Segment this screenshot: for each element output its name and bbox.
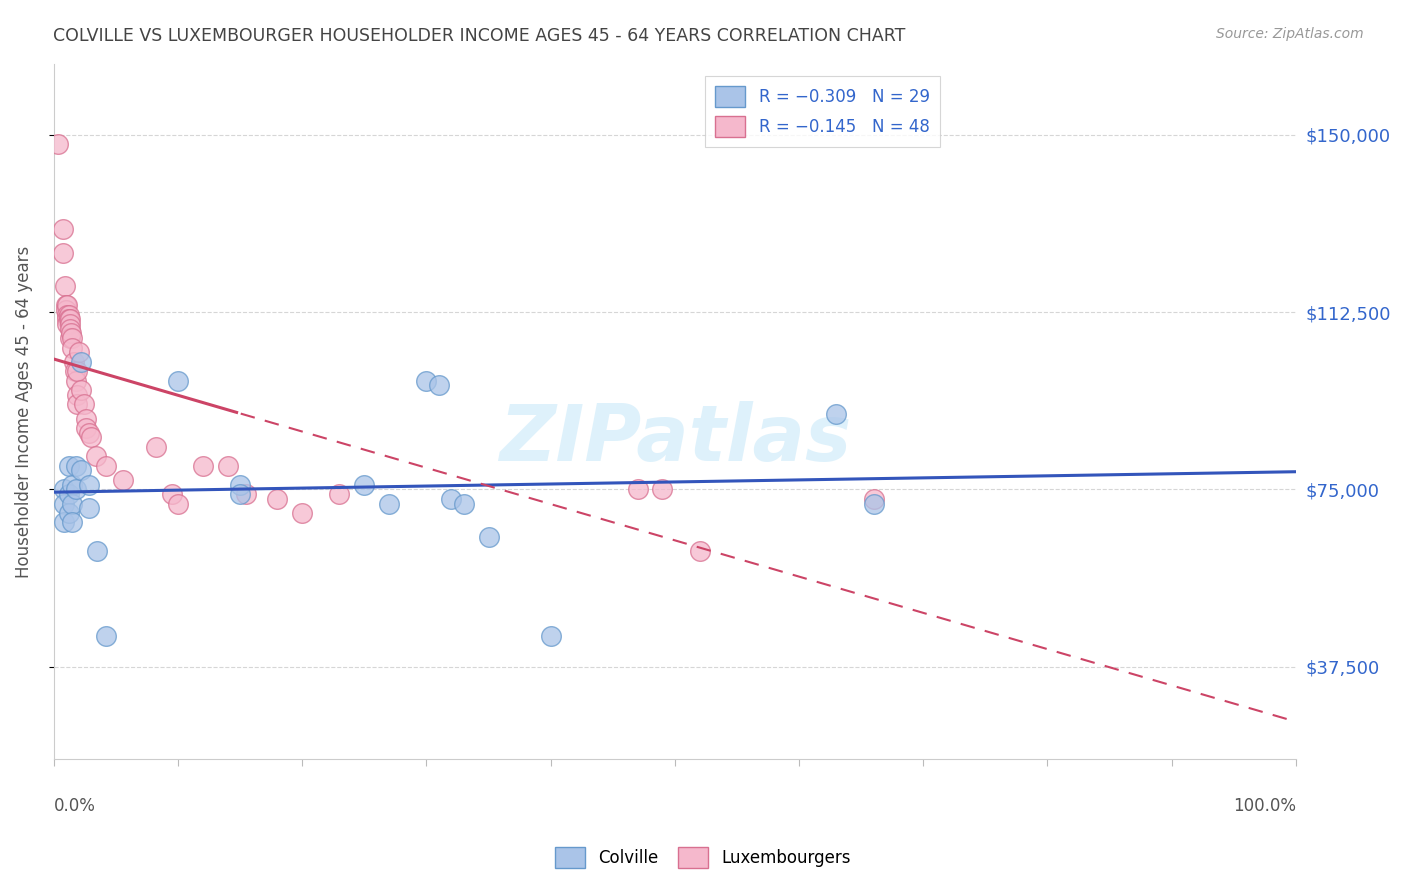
Text: ZIPatlas: ZIPatlas	[499, 401, 851, 477]
Point	[56, 308, 79, 322]
Point	[862, 491, 884, 506]
Point	[440, 491, 463, 506]
Point	[77, 425, 100, 440]
Point	[65, 458, 87, 473]
Point	[51, 246, 73, 260]
Y-axis label: Householder Income Ages 45 - 64 years: Householder Income Ages 45 - 64 years	[15, 245, 32, 577]
Point	[56, 317, 79, 331]
Point	[477, 530, 499, 544]
Point	[266, 491, 288, 506]
Point	[65, 483, 87, 497]
Point	[145, 440, 167, 454]
Point	[59, 322, 82, 336]
Point	[62, 355, 84, 369]
Point	[112, 473, 135, 487]
Point	[59, 331, 82, 345]
Point	[52, 516, 75, 530]
Point	[52, 483, 75, 497]
Point	[217, 458, 239, 473]
Point	[62, 341, 84, 355]
Point	[235, 487, 257, 501]
Legend: R = −0.309   N = 29, R = −0.145   N = 48: R = −0.309 N = 29, R = −0.145 N = 48	[706, 76, 939, 147]
Point	[60, 326, 83, 341]
Point	[427, 378, 450, 392]
Point	[46, 137, 69, 152]
Point	[52, 497, 75, 511]
Point	[626, 483, 648, 497]
Point	[160, 487, 183, 501]
Point	[70, 355, 93, 369]
Point	[67, 345, 90, 359]
Point	[58, 458, 80, 473]
Point	[229, 477, 252, 491]
Point	[58, 487, 80, 501]
Point	[825, 407, 848, 421]
Point	[65, 374, 87, 388]
Point	[56, 298, 79, 312]
Text: Source: ZipAtlas.com: Source: ZipAtlas.com	[1216, 27, 1364, 41]
Point	[75, 411, 97, 425]
Point	[86, 544, 108, 558]
Point	[291, 506, 314, 520]
Text: 100.0%: 100.0%	[1233, 797, 1296, 815]
Text: 0.0%: 0.0%	[53, 797, 96, 815]
Point	[94, 458, 117, 473]
Point	[862, 497, 884, 511]
Point	[59, 317, 82, 331]
Point	[58, 308, 80, 322]
Point	[66, 397, 89, 411]
Point	[540, 629, 562, 643]
Point	[75, 421, 97, 435]
Point	[58, 506, 80, 520]
Point	[328, 487, 350, 501]
Point	[378, 497, 401, 511]
Point	[77, 501, 100, 516]
Point	[84, 450, 107, 464]
Point	[453, 497, 475, 511]
Point	[77, 477, 100, 491]
Point	[80, 430, 103, 444]
Point	[167, 497, 190, 511]
Point	[72, 397, 94, 411]
Point	[62, 477, 84, 491]
Point	[62, 497, 84, 511]
Point	[415, 374, 437, 388]
Point	[167, 374, 190, 388]
Legend: Colville, Luxembourgers: Colville, Luxembourgers	[548, 840, 858, 875]
Point	[70, 463, 93, 477]
Point	[229, 487, 252, 501]
Point	[651, 483, 673, 497]
Point	[53, 279, 76, 293]
Point	[191, 458, 214, 473]
Text: COLVILLE VS LUXEMBOURGER HOUSEHOLDER INCOME AGES 45 - 64 YEARS CORRELATION CHART: COLVILLE VS LUXEMBOURGER HOUSEHOLDER INC…	[53, 27, 905, 45]
Point	[94, 629, 117, 643]
Point	[353, 477, 375, 491]
Point	[66, 388, 89, 402]
Point	[59, 312, 82, 326]
Point	[55, 298, 77, 312]
Point	[51, 222, 73, 236]
Point	[689, 544, 711, 558]
Point	[66, 364, 89, 378]
Point	[70, 383, 93, 397]
Point	[63, 364, 86, 378]
Point	[55, 302, 77, 317]
Point	[58, 312, 80, 326]
Point	[56, 312, 79, 326]
Point	[62, 516, 84, 530]
Point	[62, 331, 84, 345]
